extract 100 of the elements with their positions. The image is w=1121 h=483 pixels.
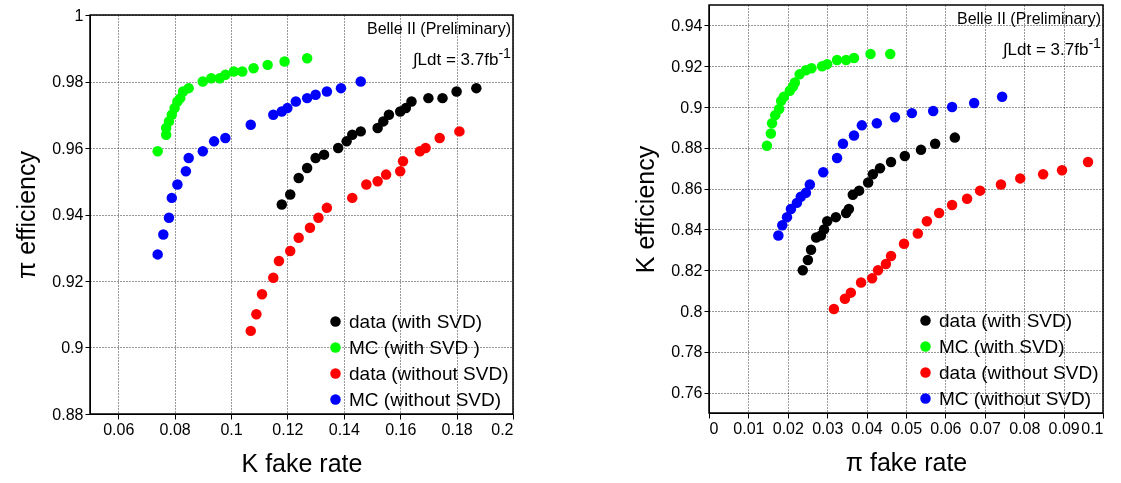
point [968, 97, 980, 109]
point [310, 152, 321, 164]
point [183, 152, 194, 164]
point [785, 203, 797, 215]
x-tick-label: 0.06 [103, 420, 135, 438]
point [777, 220, 788, 231]
point [166, 192, 178, 204]
point [885, 48, 896, 60]
point [158, 229, 169, 240]
point [341, 136, 352, 147]
x-tick-label: 0.01 [733, 419, 765, 437]
point [830, 211, 842, 223]
point [321, 202, 333, 214]
point [279, 56, 290, 67]
point [208, 136, 220, 147]
point [273, 255, 285, 267]
y-tick-label: 0.92 [52, 272, 84, 290]
point [874, 162, 886, 174]
point [251, 309, 262, 320]
point [848, 130, 860, 141]
point [1082, 156, 1094, 168]
x-tick-label: 0.16 [385, 420, 417, 438]
point [818, 224, 830, 235]
point [237, 66, 248, 77]
x-axis-title: π fake rate [845, 447, 968, 476]
point [912, 228, 924, 239]
point [262, 59, 273, 71]
point [256, 289, 268, 300]
legend-label: data (with SVD) [349, 310, 483, 332]
point [318, 149, 330, 160]
point [781, 211, 793, 223]
point [220, 69, 231, 81]
point [378, 116, 389, 127]
point [321, 86, 333, 97]
annotation: ∫Ldt = 3.7fb$^{-1}$ [411, 44, 511, 71]
point [420, 142, 431, 154]
point [406, 96, 417, 107]
point [163, 212, 175, 224]
point [1015, 173, 1026, 184]
x-tick-label: 0.05 [890, 419, 923, 437]
x-tick-label: 0 [709, 419, 719, 437]
point [245, 325, 256, 337]
y-tick-label: 0.94 [671, 16, 703, 34]
point [867, 169, 879, 180]
point [802, 254, 814, 266]
y-tick-label: 0.94 [52, 206, 84, 223]
y-tick-label: 0.9 [680, 98, 703, 116]
point [915, 144, 927, 156]
legend-label: MC (without SVD) [349, 388, 502, 410]
y-tick-label: 0.88 [52, 405, 84, 423]
x-tick-label: 0.08 [1009, 419, 1041, 437]
point [855, 277, 867, 288]
point [765, 128, 777, 139]
point [301, 52, 313, 64]
point [853, 185, 865, 196]
point [929, 138, 941, 149]
x-tick-label: 0.2 [491, 420, 514, 438]
x-tick-label: 0.18 [441, 420, 473, 438]
annotation: Belle II (Preliminary) [956, 9, 1101, 29]
point [995, 179, 1007, 190]
point [949, 132, 961, 143]
point [276, 199, 287, 210]
legend-label: data (without SVD) [349, 362, 509, 384]
point [454, 126, 465, 137]
y-tick-label: 0.8 [680, 302, 703, 320]
point [1037, 169, 1049, 180]
point [856, 120, 868, 131]
point [293, 172, 304, 184]
point [862, 177, 874, 188]
point [921, 216, 933, 227]
x-tick-label: 0.12 [272, 420, 304, 438]
point [180, 166, 192, 177]
point [268, 272, 279, 283]
y-tick-label: 0.92 [671, 57, 703, 75]
point [332, 142, 344, 154]
legend-label: MC (with SVD ) [349, 336, 480, 358]
y-tick-label: 0.98 [52, 73, 84, 90]
point [933, 207, 945, 219]
point [845, 287, 857, 298]
legend-label: data (without SVD) [939, 361, 1099, 383]
point [347, 192, 358, 204]
point [831, 152, 843, 164]
point [383, 109, 395, 120]
point [290, 96, 302, 107]
point [197, 146, 209, 157]
x-tick-label: 0.06 [930, 419, 962, 437]
point [871, 118, 883, 129]
y-tick-label: 0.84 [671, 220, 703, 238]
y-tick-label: 0.88 [671, 139, 703, 157]
point [268, 109, 279, 120]
x-tick-label: 0.1 [220, 420, 243, 438]
y-axis-title: K efficiency [631, 145, 660, 274]
point [773, 230, 784, 241]
x-tick-label: 0.09 [1048, 419, 1080, 437]
point [301, 162, 313, 174]
x-tick-label: 0.14 [328, 420, 360, 438]
point [335, 82, 347, 94]
point [372, 176, 383, 187]
point [946, 101, 958, 113]
point [183, 82, 194, 94]
